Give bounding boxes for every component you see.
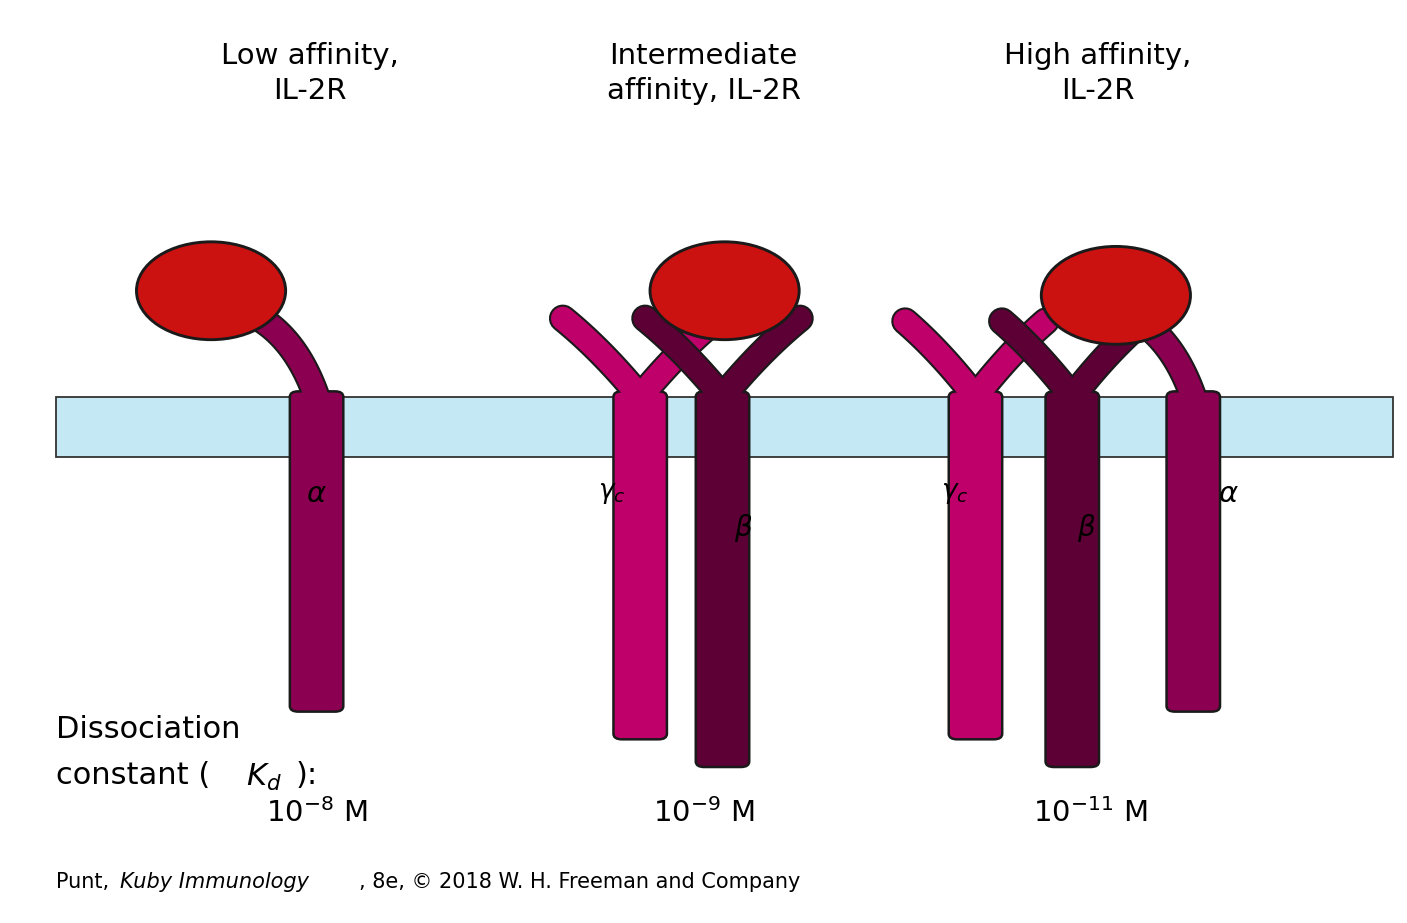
- Text: ):: ):: [295, 761, 318, 790]
- Circle shape: [1041, 246, 1190, 344]
- FancyBboxPatch shape: [1045, 391, 1099, 767]
- Text: , 8e, © 2018 W. H. Freeman and Company: , 8e, © 2018 W. H. Freeman and Company: [359, 872, 801, 893]
- Text: Dissociation: Dissociation: [56, 715, 241, 744]
- Text: Low affinity,
IL-2R: Low affinity, IL-2R: [221, 42, 398, 105]
- Text: Kuby Immunology: Kuby Immunology: [120, 872, 308, 893]
- Text: $\beta$: $\beta$: [1076, 512, 1096, 545]
- FancyBboxPatch shape: [695, 391, 749, 767]
- Bar: [56, 397, 1393, 457]
- Text: Punt,: Punt,: [56, 872, 115, 893]
- Text: $10^{-8}$ M: $10^{-8}$ M: [266, 798, 367, 828]
- Text: $10^{-9}$ M: $10^{-9}$ M: [653, 798, 754, 828]
- Text: High affinity,
IL-2R: High affinity, IL-2R: [1003, 42, 1192, 105]
- FancyBboxPatch shape: [613, 391, 667, 739]
- Text: $10^{-11}$ M: $10^{-11}$ M: [1033, 798, 1148, 828]
- Text: $\alpha$: $\alpha$: [307, 480, 326, 508]
- Text: $\beta$: $\beta$: [734, 512, 753, 545]
- FancyBboxPatch shape: [290, 391, 343, 712]
- Text: $\gamma_c$: $\gamma_c$: [941, 480, 968, 506]
- Text: $\alpha$: $\alpha$: [1218, 480, 1238, 508]
- FancyBboxPatch shape: [948, 391, 1002, 739]
- FancyBboxPatch shape: [1166, 391, 1220, 712]
- Circle shape: [136, 242, 286, 340]
- Text: Intermediate
affinity, IL-2R: Intermediate affinity, IL-2R: [606, 42, 801, 105]
- Text: $K_\mathregular{d}$: $K_\mathregular{d}$: [246, 761, 281, 793]
- Text: constant (: constant (: [56, 761, 211, 790]
- Circle shape: [650, 242, 799, 340]
- Text: $\gamma_c$: $\gamma_c$: [598, 480, 626, 506]
